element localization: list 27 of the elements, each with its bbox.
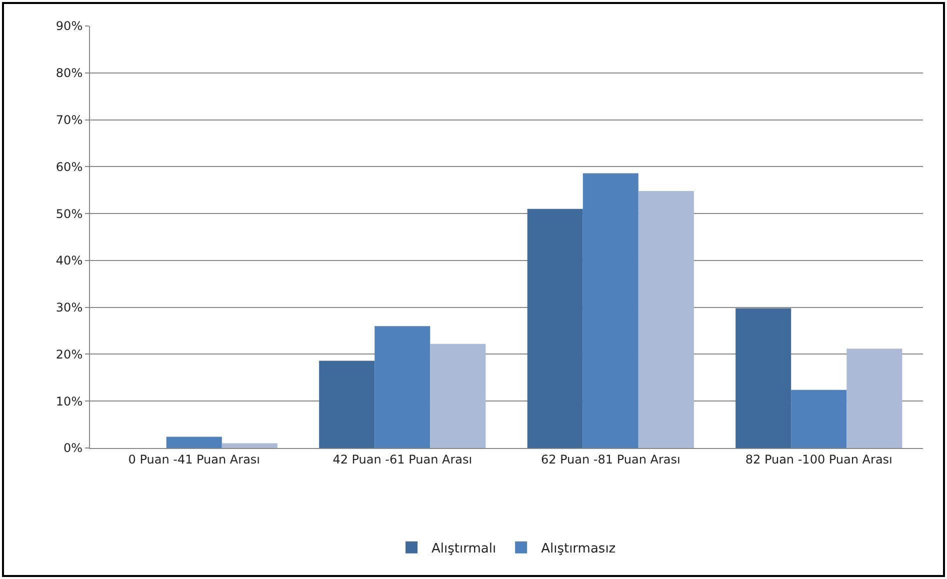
y-tick-label: 40%	[56, 254, 83, 268]
bar	[374, 326, 430, 448]
y-tick-label: 80%	[56, 66, 83, 80]
y-tick-label: 60%	[56, 160, 83, 174]
bar	[638, 191, 694, 448]
bar	[222, 443, 278, 448]
bar	[846, 348, 902, 448]
bar	[791, 390, 847, 448]
y-tick-label: 50%	[56, 206, 83, 221]
y-tick-label: 30%	[56, 300, 83, 315]
y-tick-label: 10%	[56, 394, 83, 408]
x-tick-label: 82 Puan -100 Puan Arası	[745, 452, 892, 466]
x-tick-label: 62 Puan -81 Puan Arası	[540, 452, 680, 466]
bar	[527, 208, 583, 448]
y-tick-label: 90%	[56, 19, 83, 34]
y-tick-label: 70%	[56, 112, 83, 127]
x-tick-label: 42 Puan -61 Puan Arası	[332, 452, 472, 466]
x-tick-label: 0 Puan -41 Puan Arası	[128, 452, 260, 466]
y-tick-label: 20%	[56, 347, 83, 362]
y-tick-label: 0%	[64, 441, 83, 456]
bar	[582, 173, 638, 448]
bar	[736, 308, 792, 448]
bar	[430, 344, 486, 448]
bar	[166, 436, 222, 448]
bar	[319, 360, 375, 448]
legend-label: Alıştırmasız	[541, 541, 616, 556]
legend-label: Alıştırmalı	[432, 541, 496, 556]
